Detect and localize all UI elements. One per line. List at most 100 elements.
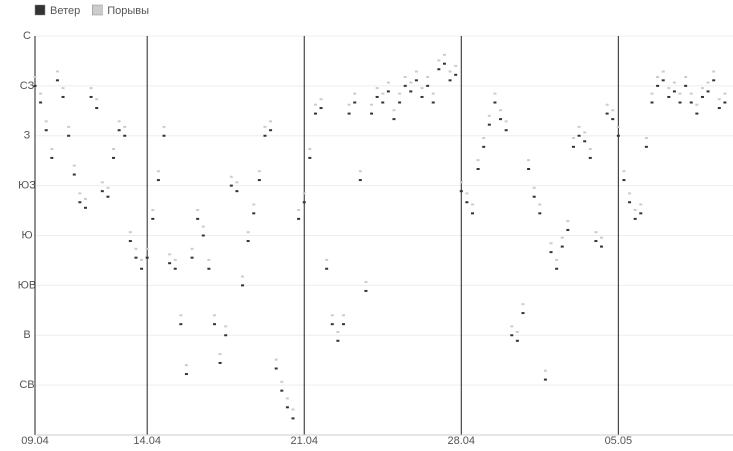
point xyxy=(684,84,688,87)
point xyxy=(330,323,334,326)
point xyxy=(67,134,71,137)
point xyxy=(717,98,721,101)
point xyxy=(196,209,200,212)
point xyxy=(302,192,306,195)
point xyxy=(543,369,547,372)
point xyxy=(684,76,688,79)
legend-swatch[interactable] xyxy=(34,4,46,16)
point xyxy=(465,192,469,195)
point xyxy=(358,179,362,182)
point xyxy=(386,90,390,93)
point xyxy=(543,378,547,381)
point xyxy=(689,101,693,104)
point xyxy=(190,247,194,250)
point xyxy=(532,186,536,189)
point xyxy=(145,256,149,259)
point xyxy=(386,81,390,84)
point xyxy=(600,236,604,239)
legend-label[interactable]: Ветер xyxy=(50,5,80,17)
point xyxy=(527,168,531,170)
point xyxy=(313,112,317,115)
point xyxy=(476,159,480,162)
point xyxy=(723,101,727,104)
point xyxy=(667,95,671,98)
point xyxy=(628,201,632,204)
legend-swatch[interactable] xyxy=(92,4,103,16)
point xyxy=(515,330,519,333)
point xyxy=(549,251,553,254)
point xyxy=(650,92,654,95)
x-tick-label: 05.05 xyxy=(605,435,633,447)
point xyxy=(330,314,334,317)
point xyxy=(622,179,626,182)
y-tick-label: Ю xyxy=(21,229,32,241)
point xyxy=(375,95,379,98)
point xyxy=(409,90,413,93)
point xyxy=(61,95,65,98)
point xyxy=(297,217,301,220)
point xyxy=(454,64,458,67)
point xyxy=(336,339,340,342)
point xyxy=(168,253,172,256)
point xyxy=(672,90,676,93)
legend-label[interactable]: Порывы xyxy=(107,5,149,17)
point xyxy=(291,408,295,411)
point xyxy=(134,256,138,259)
point xyxy=(252,203,256,206)
point xyxy=(358,170,362,173)
point xyxy=(448,79,452,82)
point xyxy=(44,129,48,132)
point xyxy=(61,87,65,90)
point xyxy=(302,201,306,204)
point xyxy=(140,258,144,261)
point xyxy=(398,101,402,104)
point xyxy=(628,192,632,195)
point xyxy=(420,95,424,98)
point xyxy=(347,112,351,115)
point xyxy=(712,79,716,82)
point xyxy=(106,186,110,189)
point xyxy=(55,79,59,82)
point xyxy=(285,406,289,409)
point xyxy=(274,358,278,361)
point xyxy=(442,62,446,65)
point xyxy=(661,79,665,82)
point xyxy=(89,87,93,90)
point xyxy=(280,389,284,392)
point xyxy=(706,90,710,93)
point xyxy=(381,101,385,104)
point xyxy=(353,101,357,104)
point xyxy=(100,181,104,184)
point xyxy=(499,109,503,112)
point xyxy=(560,236,564,239)
point xyxy=(695,103,699,106)
point xyxy=(95,107,99,110)
point xyxy=(235,181,239,184)
point xyxy=(549,242,553,245)
point xyxy=(224,325,228,328)
point xyxy=(229,184,233,187)
point xyxy=(471,203,474,206)
point xyxy=(555,267,559,270)
point xyxy=(611,118,615,121)
point xyxy=(616,125,620,128)
point xyxy=(212,323,216,326)
point xyxy=(112,156,116,159)
point xyxy=(212,314,216,317)
point xyxy=(437,59,441,62)
point xyxy=(33,76,37,79)
point xyxy=(398,92,402,95)
point xyxy=(594,240,598,243)
point xyxy=(493,101,497,104)
point xyxy=(504,129,508,132)
point xyxy=(566,220,570,223)
point xyxy=(532,195,536,198)
point xyxy=(448,70,452,73)
point xyxy=(364,281,368,284)
point xyxy=(560,245,564,248)
point xyxy=(381,92,385,95)
point xyxy=(207,258,211,261)
point xyxy=(263,134,267,137)
point xyxy=(252,212,256,215)
point xyxy=(201,225,205,228)
